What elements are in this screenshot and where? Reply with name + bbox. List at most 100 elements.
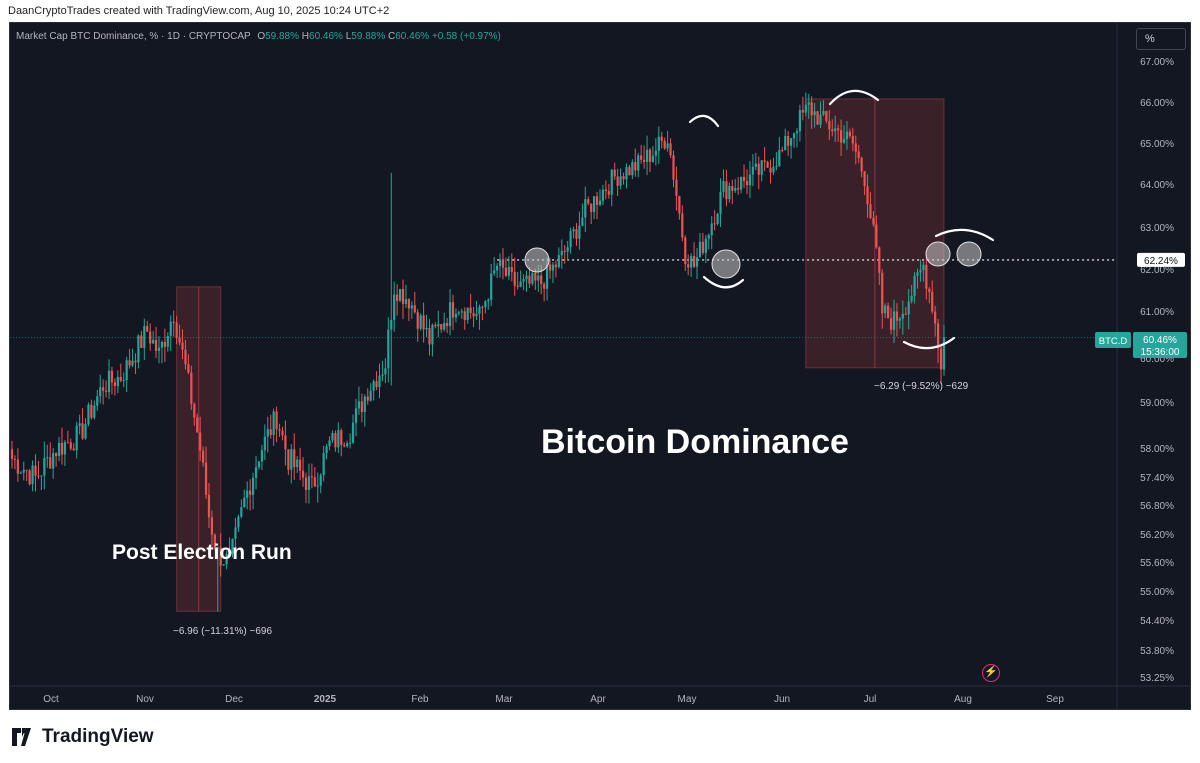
- candle-body: [257, 461, 261, 468]
- candle-body: [889, 318, 893, 330]
- candle-body: [942, 337, 946, 370]
- scale-percent-button[interactable]: %: [1136, 28, 1186, 50]
- y-tick-label: 65.00%: [1140, 139, 1174, 150]
- candle-body: [825, 111, 828, 122]
- candle-body: [648, 149, 652, 162]
- candle-body: [290, 449, 293, 470]
- candle-body: [598, 200, 602, 205]
- measure-left-label: −6.96 (−11.31%) −696: [173, 626, 273, 637]
- candle-body: [898, 318, 901, 321]
- candle-body: [131, 360, 134, 366]
- candle-body: [728, 185, 731, 200]
- candle-body: [478, 306, 481, 314]
- attribution-text: DaanCryptoTrades created with TradingVie…: [8, 5, 390, 17]
- tradingview-logo[interactable]: TradingView: [12, 726, 154, 748]
- candle-body: [396, 294, 399, 301]
- chart-panel[interactable]: [9, 22, 1191, 710]
- candle-body: [231, 538, 234, 554]
- candle-body: [572, 229, 575, 232]
- candle-body: [346, 443, 349, 447]
- candle-body: [113, 382, 116, 387]
- candle-body: [863, 171, 866, 187]
- candle-body: [578, 225, 581, 239]
- candle-body: [110, 370, 114, 383]
- candle-body: [337, 430, 340, 448]
- candle-body: [263, 436, 266, 451]
- candle-body: [681, 213, 684, 238]
- y-tick-label: 61.00%: [1140, 307, 1174, 318]
- candle-body: [134, 360, 137, 363]
- candle-body: [72, 448, 75, 451]
- candle-body: [49, 457, 52, 469]
- candle-body: [122, 380, 125, 382]
- candle-body: [910, 295, 913, 302]
- candle-body: [475, 313, 478, 317]
- y-tick-label: 64.00%: [1140, 180, 1174, 191]
- y-tick-label: 54.40%: [1140, 616, 1174, 627]
- candle-body: [637, 155, 640, 171]
- candle-body: [807, 102, 810, 105]
- candle-body: [916, 272, 919, 276]
- candle-body: [584, 199, 587, 218]
- candle-body: [816, 111, 819, 125]
- candle-body: [140, 335, 143, 349]
- candle-body: [740, 176, 743, 190]
- candle-body: [643, 159, 646, 162]
- candle-body: [566, 247, 569, 252]
- candle-body: [734, 188, 737, 191]
- candle-body: [792, 133, 796, 139]
- candle-body: [75, 425, 78, 451]
- candle-body: [199, 432, 202, 451]
- candle-body: [57, 442, 61, 457]
- candle-body: [631, 162, 634, 176]
- candle-body: [31, 465, 34, 485]
- x-tick-label: 2025: [314, 694, 337, 705]
- candle-body: [901, 313, 904, 319]
- candle-body: [790, 138, 793, 146]
- candle-body: [149, 331, 152, 344]
- candle-body: [581, 217, 584, 226]
- candle-body: [316, 485, 319, 487]
- candle-body: [219, 547, 222, 566]
- candle-body: [481, 306, 484, 308]
- candle-body: [860, 157, 863, 172]
- candle-body: [634, 162, 637, 171]
- candle-body: [119, 376, 122, 381]
- y-tick-label: 57.40%: [1140, 473, 1174, 484]
- marker-circle: [711, 249, 741, 279]
- candlestick-chart[interactable]: 67.00% 66.00% 65.00% 64.00% 63.00% 62.00% 61.0…: [10, 23, 1190, 709]
- candle-body: [795, 131, 799, 134]
- candle-body: [343, 444, 346, 447]
- candle-body: [351, 422, 355, 443]
- candle-body: [469, 307, 472, 313]
- candle-body: [692, 256, 696, 267]
- candle-body: [472, 312, 475, 317]
- candle-body: [102, 387, 105, 391]
- candle-body: [810, 102, 813, 116]
- candle-body: [895, 311, 899, 321]
- candle-body: [443, 322, 446, 330]
- flash-icon[interactable]: ⚡: [982, 664, 1000, 682]
- candle-body: [225, 553, 228, 565]
- top-arc: [934, 228, 995, 242]
- candle-body: [237, 516, 240, 528]
- candle-body: [157, 347, 161, 351]
- candle-body: [513, 271, 516, 286]
- candle-body: [81, 423, 84, 439]
- candle-body: [181, 342, 184, 350]
- countdown-timer: 15:36:00: [1141, 347, 1180, 358]
- candle-body: [722, 181, 725, 192]
- candle-body: [537, 275, 540, 281]
- candle-body: [457, 312, 460, 314]
- candle-body: [34, 465, 37, 476]
- candle-body: [698, 241, 702, 258]
- candle-body: [378, 375, 381, 388]
- candle-body: [645, 149, 649, 162]
- candle-body: [369, 390, 372, 401]
- candle-body: [154, 339, 158, 351]
- candle-body: [745, 181, 749, 186]
- candle-body: [287, 449, 290, 470]
- candle-body: [548, 264, 552, 271]
- candle-body: [496, 265, 499, 271]
- candle-body: [569, 231, 572, 248]
